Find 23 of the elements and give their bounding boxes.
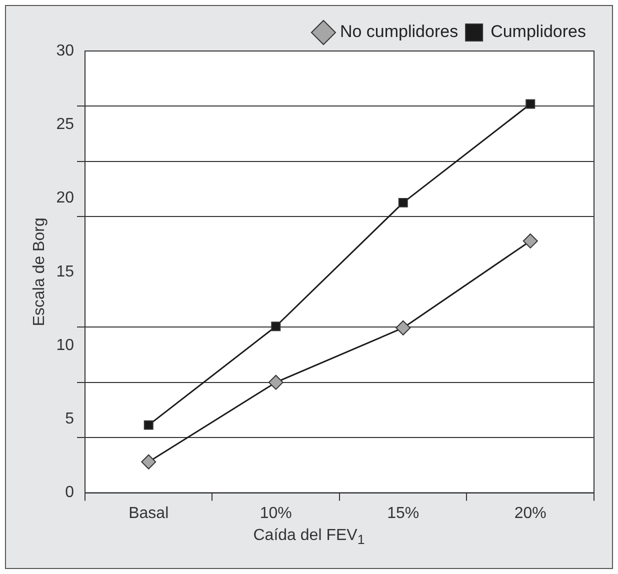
point [268, 374, 284, 390]
y-tick-label: 25 [56, 116, 74, 134]
y-tick-label: 20 [56, 190, 74, 207]
y-tick-label: 30 [56, 42, 74, 60]
point [141, 454, 156, 470]
y-tick-label: 10 [56, 336, 74, 354]
x-axis-title: Caída del FEV$_{1}$ [252, 527, 366, 548]
legend-label: No cumplidores [340, 22, 458, 42]
x-tick-label: 15% [387, 504, 420, 522]
point [526, 99, 536, 109]
y-tick-label: 5 [65, 410, 74, 428]
point [398, 198, 408, 208]
x-tick-label: 20% [514, 504, 546, 522]
y-tick-label: 0 [65, 484, 74, 502]
x-tick-label: Basal [128, 504, 169, 522]
legend-label: Cumplidores [490, 22, 586, 42]
x-tick-label: 10% [260, 504, 292, 522]
point [271, 322, 281, 332]
y-tick-label: 15 [56, 263, 74, 280]
y-axis-title: Escala de Borg [31, 218, 48, 326]
point [144, 420, 154, 430]
point [522, 233, 538, 248]
point [396, 320, 411, 336]
